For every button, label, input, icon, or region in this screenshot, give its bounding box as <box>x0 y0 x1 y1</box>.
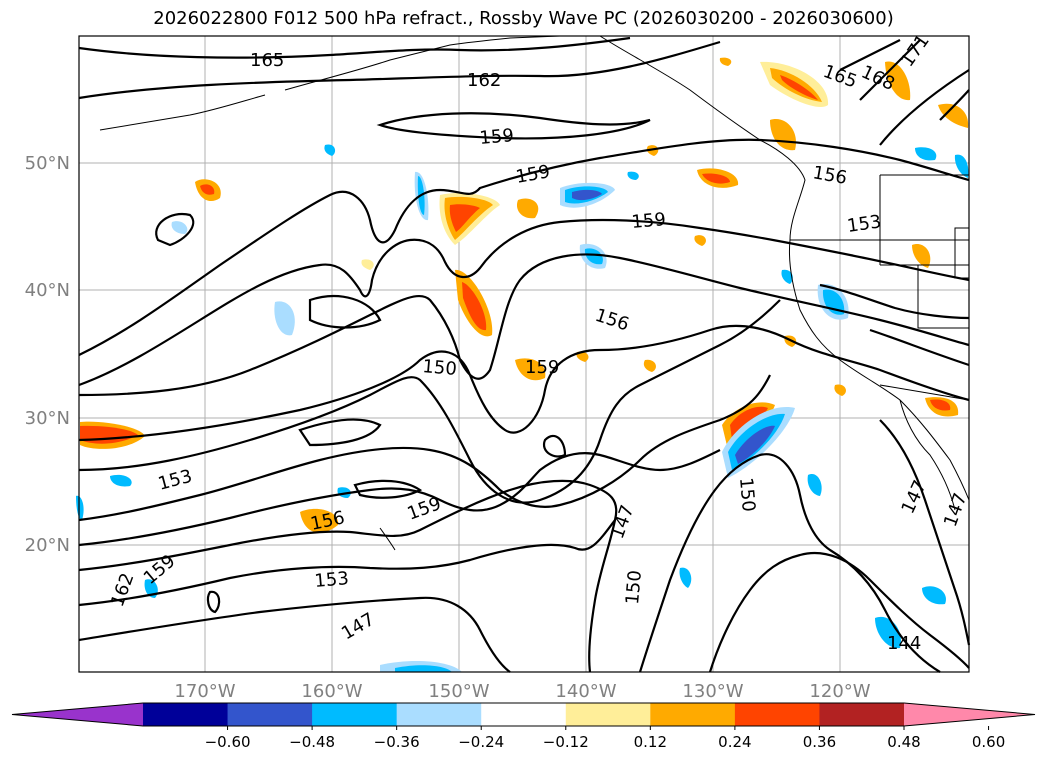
contour-label: 150 <box>422 356 458 380</box>
contour-label: 159 <box>479 125 515 149</box>
colorbar-tick-label: −0.48 <box>289 733 335 751</box>
lat-label: 30°N <box>25 408 70 429</box>
chart-title: 2026022800 F012 500 hPa refract., Rossby… <box>153 8 894 29</box>
colorbar-tick-label: −0.60 <box>205 733 251 751</box>
colorbar-segment <box>143 703 229 726</box>
lon-label: 170°W <box>174 681 235 702</box>
contour-label: 159 <box>525 357 559 378</box>
map-panel: 165 162 159 159 159 156 153 156 150 159 … <box>76 31 971 673</box>
colorbar-segment <box>650 703 736 726</box>
colorbar: −0.60 −0.48 −0.36 −0.24 −0.12 0.12 0.24 0.36 0.4… <box>11 702 1036 751</box>
latitude-axis: 50°N 40°N 30°N 20°N <box>25 153 70 556</box>
contour-label: 150 <box>735 477 759 513</box>
colorbar-segment <box>481 703 567 726</box>
colorbar-extend-low <box>12 703 143 726</box>
colorbar-tick-label: 0.12 <box>634 733 667 751</box>
lat-label: 50°N <box>25 153 70 174</box>
coastlines <box>99 35 970 551</box>
colorbar-tick-label: 0.36 <box>803 733 836 751</box>
colorbar-segment <box>734 703 820 726</box>
lat-label: 40°N <box>25 280 70 301</box>
colorbar-tick-label: −0.24 <box>458 733 504 751</box>
colorbar-tick-label: −0.12 <box>543 733 589 751</box>
lon-label: 130°W <box>682 681 743 702</box>
contour-label: 153 <box>846 211 883 237</box>
colorbar-extend-high <box>904 703 1035 726</box>
colorbar-tick-label: 0.24 <box>718 733 751 751</box>
negative-anomaly-shading <box>76 144 969 672</box>
map-frame <box>78 35 970 673</box>
lon-label: 150°W <box>428 681 489 702</box>
colorbar-segment <box>312 703 398 726</box>
colorbar-segment <box>565 703 651 726</box>
colorbar-tick-label: −0.36 <box>374 733 420 751</box>
colorbar-tick-label: 0.60 <box>972 733 1005 751</box>
longitude-axis: 170°W 160°W 150°W 140°W 130°W 120°W <box>174 681 870 702</box>
colorbar-segment <box>227 703 313 726</box>
colorbar-segment <box>396 703 482 726</box>
lon-label: 120°W <box>809 681 870 702</box>
positive-anomaly-shading <box>80 57 969 533</box>
contour-label: 165 <box>250 50 284 71</box>
colorbar-tick-label: 0.48 <box>887 733 920 751</box>
lon-label: 160°W <box>301 681 362 702</box>
colorbar-segment <box>819 703 905 726</box>
lat-label: 20°N <box>25 535 70 556</box>
contour-label: 159 <box>631 209 667 233</box>
contour-label: 162 <box>467 70 501 91</box>
colorbar-outline <box>11 702 1036 727</box>
contours <box>78 36 971 673</box>
lon-label: 140°W <box>555 681 616 702</box>
contour-label: 144 <box>887 633 921 654</box>
contour-label: 150 <box>622 569 646 605</box>
contour-label: 153 <box>314 568 350 592</box>
